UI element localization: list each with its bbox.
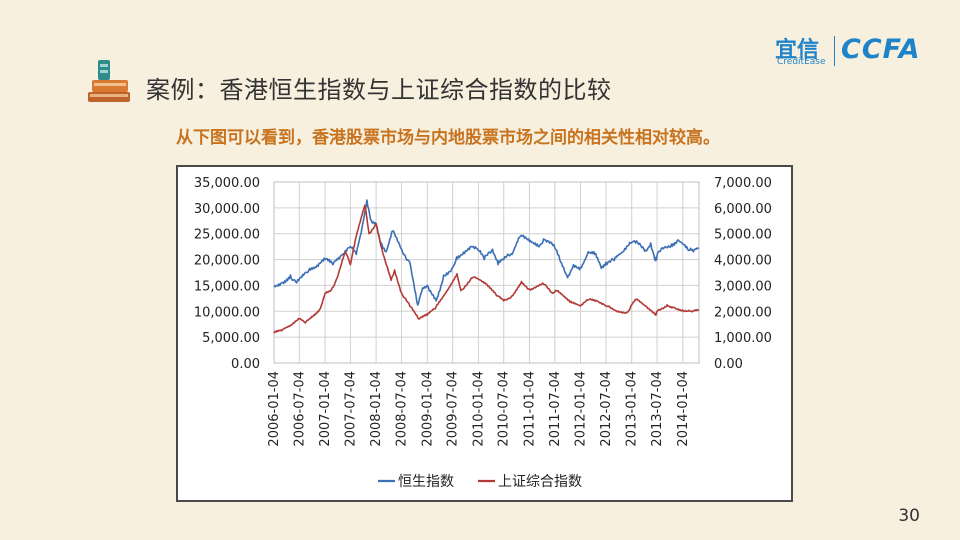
- page-subtitle: 从下图可以看到，香港股票市场与内地股票市场之间的相关性相对较高。: [176, 128, 720, 148]
- logo-divider: [834, 36, 835, 66]
- index-comparison-chart: 0.00 0.00 5,000.00 1,000.00 10,000.00 2,000.0…: [194, 176, 772, 490]
- y-right-tick-label: 5,000.00: [714, 228, 772, 243]
- page-number: 30: [898, 506, 920, 526]
- brand-name-ccfa: CCFA: [841, 34, 921, 65]
- y-left-tick-label: 20,000.00: [194, 254, 260, 269]
- hsi-series-line: [273, 199, 700, 306]
- y-right-tick-label: 3,000.00: [714, 279, 772, 294]
- chart-frame: 0.00 0.00 5,000.00 1,000.00 10,000.00 2,000.0…: [176, 165, 793, 502]
- legend-label-shanghai: 上证综合指数: [498, 474, 582, 490]
- shanghai-series-line: [273, 204, 700, 334]
- x-tick-label: 2007-07-04: [343, 371, 358, 447]
- plot-area: [273, 181, 700, 364]
- y-left-tick-label: 10,000.00: [194, 305, 260, 320]
- y-left-tick-label: 0.00: [231, 357, 260, 372]
- y-right-tick-label: 0.00: [714, 357, 743, 372]
- x-tick-label: 2009-07-04: [446, 371, 461, 447]
- x-tick-label: 2010-01-04: [471, 371, 486, 447]
- x-tick-label: 2006-07-04: [292, 371, 307, 447]
- brand-name-cn: 宜信: [775, 38, 820, 63]
- y-right-tick-label: 6,000.00: [714, 202, 772, 217]
- y-left-tick-label: 30,000.00: [194, 202, 260, 217]
- page-title: 案例：香港恒生指数与上证综合指数的比较: [146, 76, 612, 104]
- y-left-tick-label: 15,000.00: [194, 279, 260, 294]
- brand-logo: 宜信 CreditEase CCFA: [775, 32, 930, 72]
- x-tick-label: 2006-01-04: [267, 371, 282, 447]
- x-tick-label: 2010-07-04: [497, 371, 512, 447]
- y-left-tick-label: 35,000.00: [194, 176, 260, 191]
- brand-name-en: CreditEase: [777, 57, 826, 67]
- x-tick-label: 2008-01-04: [369, 371, 384, 447]
- x-tick-label: 2007-01-04: [318, 371, 333, 447]
- y-left-tick-label: 5,000.00: [202, 331, 260, 346]
- books-icon: [88, 60, 130, 102]
- x-tick-label: 2012-07-04: [599, 371, 614, 447]
- y-left-tick-label: 25,000.00: [194, 228, 260, 243]
- x-tick-label: 2008-07-04: [395, 371, 410, 447]
- x-tick-label: 2009-01-04: [420, 371, 435, 447]
- x-tick-label: 2013-07-04: [650, 371, 665, 447]
- x-tick-label: 2011-07-04: [548, 371, 563, 447]
- y-right-tick-label: 7,000.00: [714, 176, 772, 191]
- y-right-tick-label: 1,000.00: [714, 331, 772, 346]
- x-tick-label: 2014-01-04: [676, 371, 691, 447]
- x-tick-label: 2011-01-04: [522, 371, 537, 447]
- legend-label-hsi: 恒生指数: [398, 474, 454, 490]
- y-right-tick-label: 4,000.00: [714, 254, 772, 269]
- x-tick-label: 2012-01-04: [574, 371, 589, 447]
- y-right-tick-label: 2,000.00: [714, 305, 772, 320]
- x-tick-label: 2013-01-04: [625, 371, 640, 447]
